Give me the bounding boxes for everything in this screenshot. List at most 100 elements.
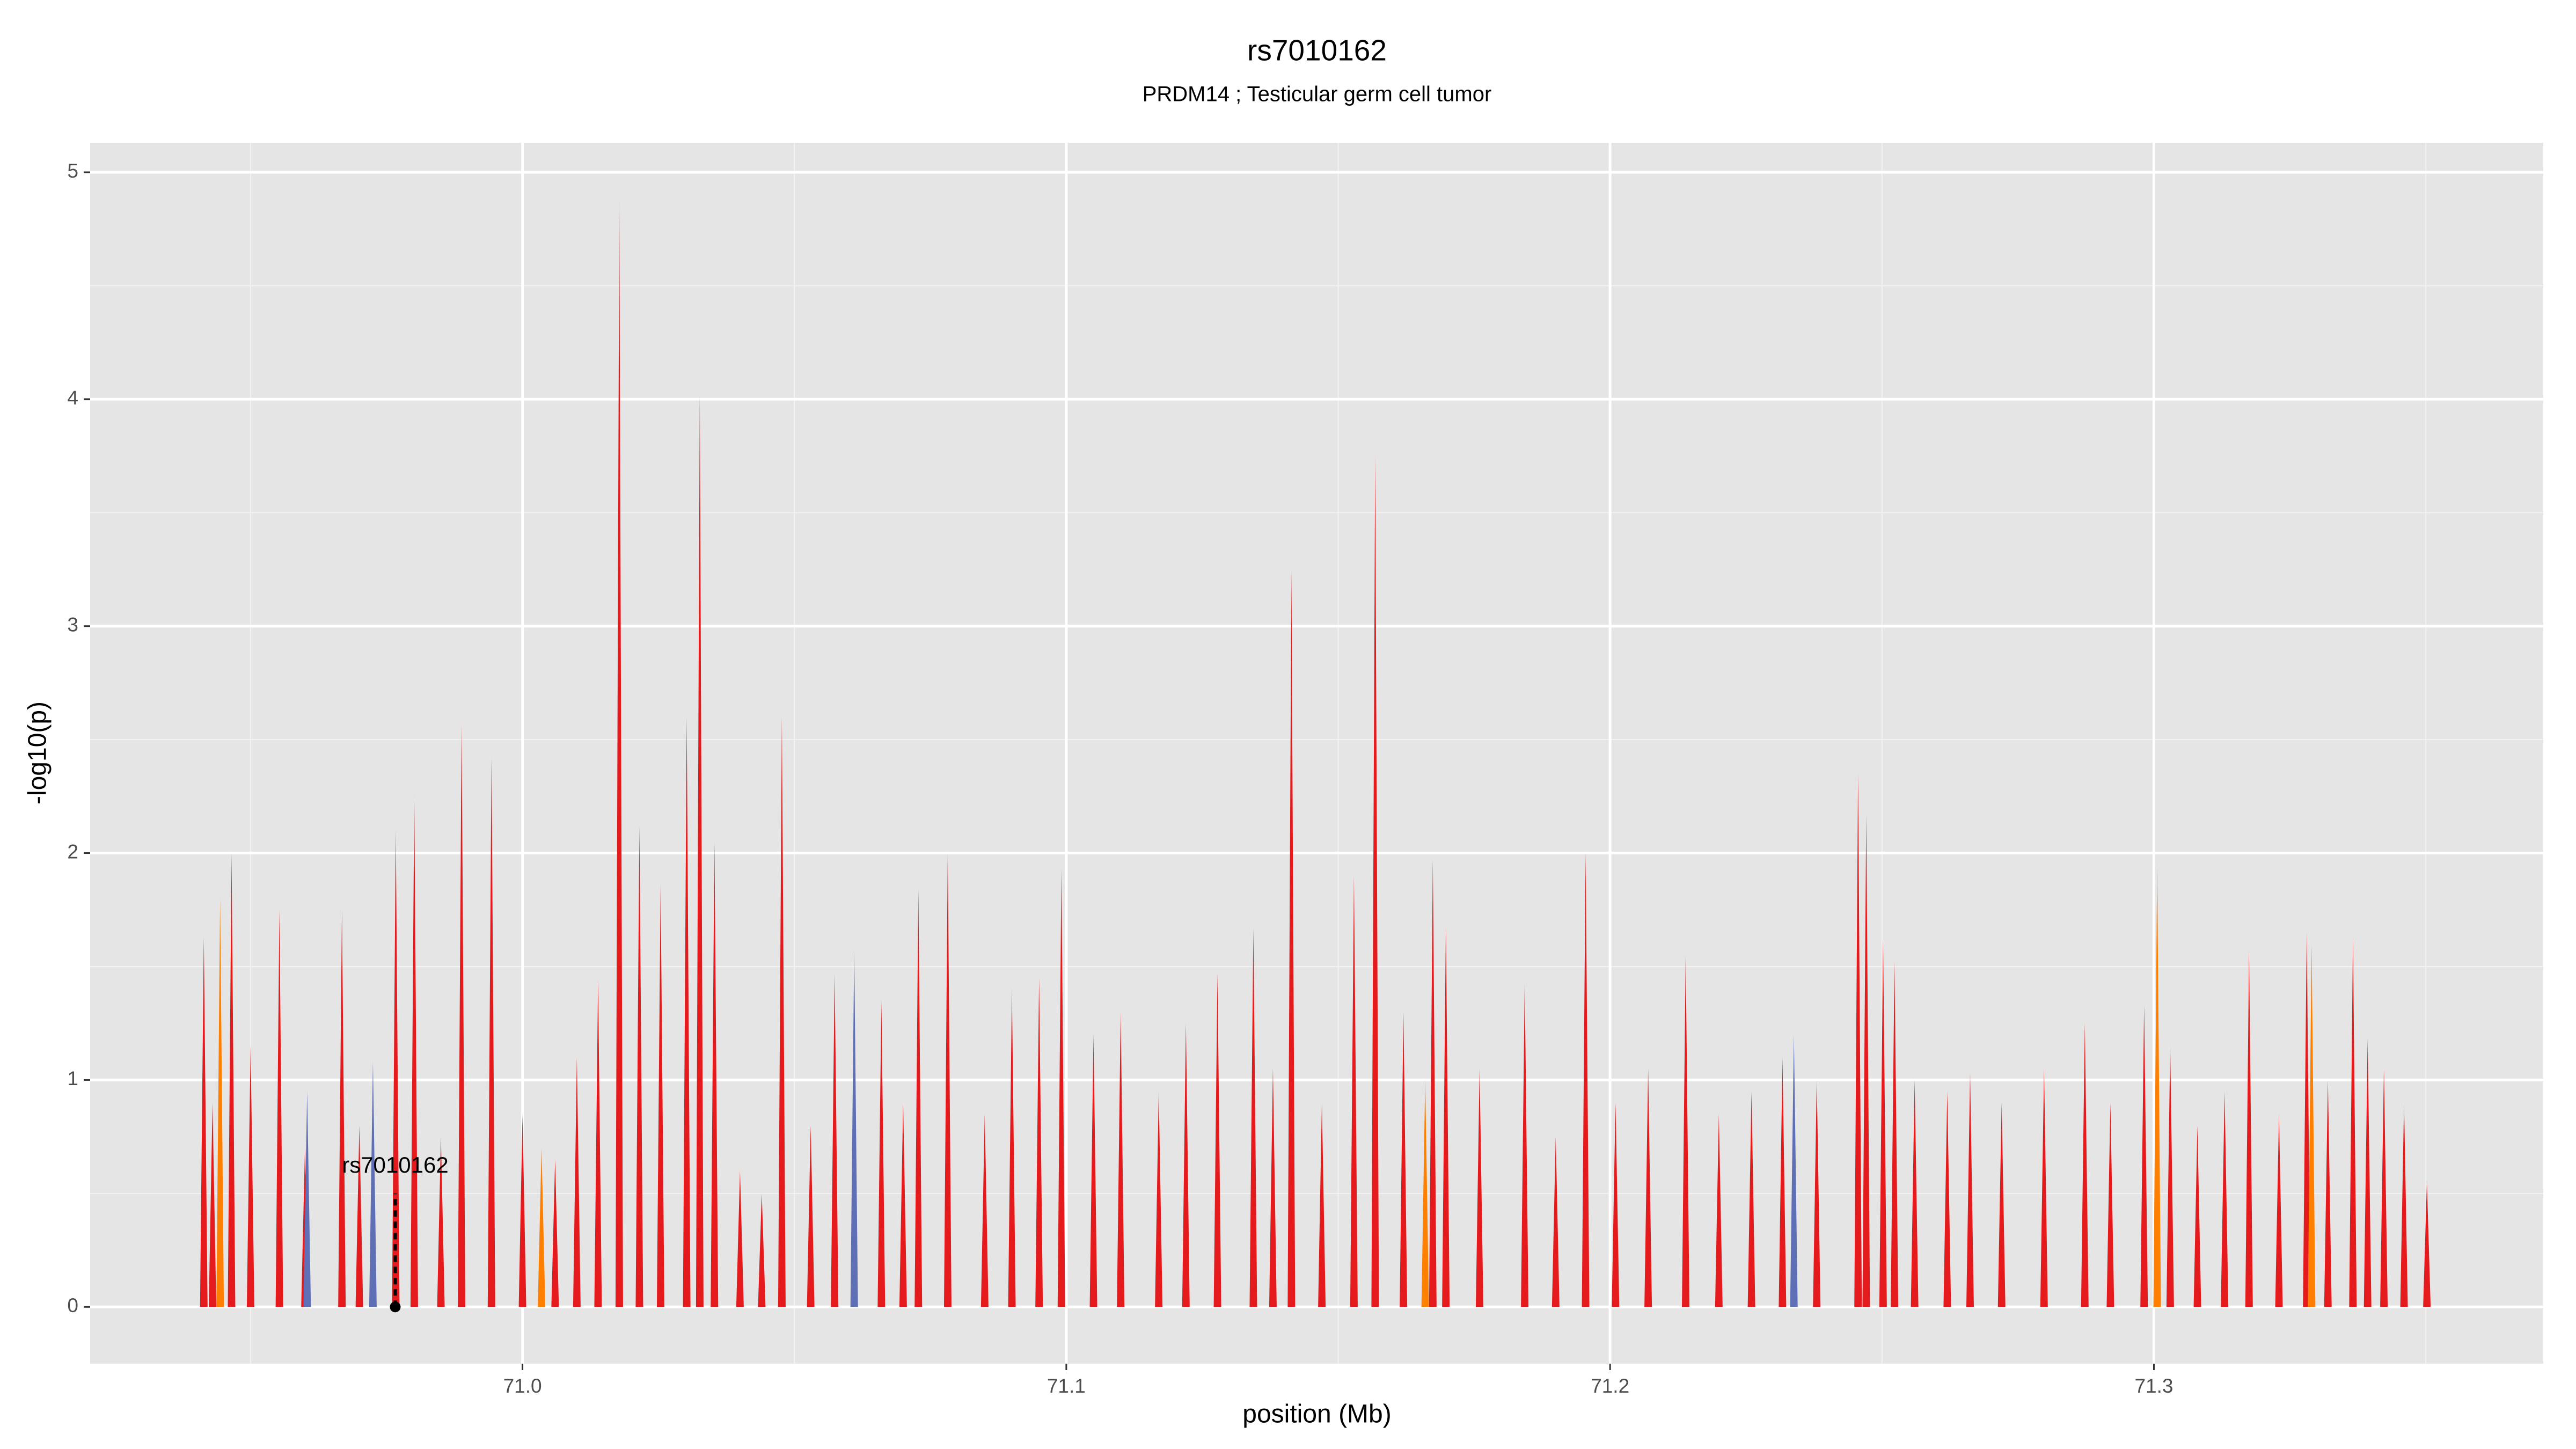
x-axis-label: position (Mb) — [1242, 1400, 1391, 1429]
spike — [551, 1159, 559, 1307]
spike — [1644, 1069, 1652, 1307]
spike — [1213, 973, 1221, 1307]
spike — [410, 796, 418, 1307]
spike — [1371, 456, 1379, 1307]
spike — [1475, 1069, 1483, 1307]
spike — [2245, 950, 2253, 1307]
spike — [1790, 1034, 1798, 1307]
spike — [850, 950, 858, 1307]
spike — [216, 898, 224, 1307]
spike — [914, 889, 923, 1307]
spike — [1318, 1102, 1326, 1307]
spike — [2324, 1080, 2332, 1307]
spike — [392, 830, 400, 1307]
spike — [518, 1114, 526, 1307]
y-tick-label: 3 — [67, 613, 78, 635]
spike — [980, 1114, 989, 1307]
spike — [2363, 1039, 2372, 1307]
spike — [807, 1125, 815, 1307]
x-tick-label: 71.3 — [2134, 1375, 2173, 1397]
spike — [458, 723, 466, 1307]
spike — [1943, 1091, 1951, 1307]
spike — [228, 853, 236, 1307]
spike — [1521, 982, 1529, 1307]
spike — [573, 1057, 581, 1307]
spike — [208, 1102, 216, 1307]
spike — [1997, 1102, 2006, 1307]
spike — [1911, 1080, 1919, 1307]
spike — [1854, 773, 1862, 1307]
spike — [437, 1137, 445, 1307]
spike — [778, 716, 786, 1307]
spike — [538, 1148, 546, 1307]
spike — [899, 1102, 907, 1307]
spike — [1582, 853, 1590, 1307]
spike — [246, 1045, 254, 1307]
spike — [2106, 1102, 2114, 1307]
spike — [1035, 978, 1043, 1307]
spike — [2040, 1069, 2048, 1307]
annotation-point — [390, 1301, 401, 1313]
spike — [2081, 1023, 2089, 1307]
spike — [1008, 989, 1016, 1307]
spike — [1117, 1012, 1125, 1307]
y-tick-label: 5 — [67, 160, 78, 182]
spike — [1442, 925, 1450, 1307]
labels: 71.0 71.1 71.2 71.3 0 1 2 3 4 5 rs7010162 — [67, 160, 2173, 1397]
spike — [1350, 875, 1358, 1307]
y-tick-label: 2 — [67, 840, 78, 862]
spike — [1879, 939, 1887, 1307]
spike — [2400, 1102, 2408, 1307]
spike — [355, 1125, 363, 1307]
spike — [1089, 1034, 1097, 1307]
spike — [2308, 943, 2316, 1307]
spike — [338, 910, 346, 1307]
x-tick-label: 71.0 — [503, 1375, 542, 1397]
plot-panel — [90, 143, 2543, 1364]
spike — [656, 884, 664, 1307]
spike — [2303, 932, 2311, 1307]
spike — [758, 1193, 766, 1307]
y-tick-label: 4 — [67, 387, 78, 409]
spike — [1891, 962, 1899, 1307]
spike — [369, 1062, 377, 1307]
spike — [1552, 1137, 1560, 1307]
spike — [487, 757, 495, 1307]
spike — [1779, 1057, 1787, 1307]
marks — [200, 199, 2431, 1307]
spike — [1715, 1114, 1723, 1307]
y-tick-label: 0 — [67, 1294, 78, 1316]
spike — [1813, 1080, 1821, 1307]
spike — [2221, 1091, 2229, 1307]
spike — [1057, 869, 1065, 1307]
spike — [683, 716, 691, 1307]
spike — [594, 980, 602, 1307]
spike — [2166, 1045, 2174, 1307]
spike — [303, 1091, 311, 1307]
spike — [831, 973, 839, 1307]
spike — [2423, 1182, 2431, 1307]
spike — [1269, 1069, 1277, 1307]
spike — [1747, 1091, 1755, 1307]
chart-subtitle: PRDM14 ; Testicular germ cell tumor — [1143, 83, 1492, 106]
spike — [2153, 864, 2161, 1307]
spike — [1966, 1073, 1974, 1307]
spike — [877, 1000, 885, 1307]
y-tick-label: 1 — [67, 1067, 78, 1089]
spike — [2140, 1005, 2148, 1307]
spike — [2349, 937, 2357, 1307]
spike — [1682, 955, 1690, 1307]
spike — [1155, 1091, 1163, 1307]
x-tick-label: 71.1 — [1047, 1375, 1086, 1397]
spike — [696, 394, 704, 1307]
spike — [1612, 1102, 1620, 1307]
x-tick-label: 71.2 — [1591, 1375, 1629, 1397]
spike — [1400, 1012, 1408, 1307]
spike — [1862, 814, 1870, 1307]
spike — [711, 841, 719, 1307]
spike — [200, 937, 208, 1307]
chart-title: rs7010162 — [1247, 34, 1387, 67]
spike — [2193, 1125, 2201, 1307]
grid — [90, 143, 2543, 1364]
